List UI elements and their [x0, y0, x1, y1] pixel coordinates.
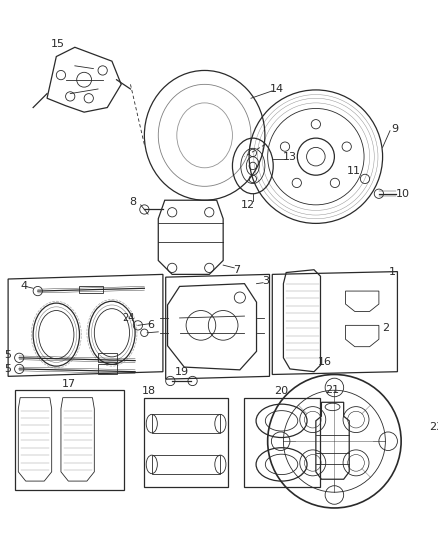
- Text: 11: 11: [347, 166, 361, 176]
- Text: 8: 8: [130, 197, 137, 207]
- Text: 10: 10: [396, 189, 410, 199]
- Text: 16: 16: [318, 358, 332, 367]
- Text: 5: 5: [5, 350, 12, 360]
- Text: 3: 3: [262, 276, 269, 286]
- Text: 5: 5: [5, 364, 12, 374]
- Text: 15: 15: [51, 39, 65, 50]
- Bar: [152, 455, 220, 474]
- Bar: [145, 398, 228, 487]
- Text: 14: 14: [270, 84, 284, 94]
- Bar: [79, 286, 102, 293]
- Text: 13: 13: [283, 152, 297, 161]
- Text: 17: 17: [62, 379, 76, 389]
- Text: 20: 20: [275, 386, 289, 396]
- Text: 7: 7: [233, 265, 240, 274]
- Text: 24: 24: [123, 313, 135, 323]
- Text: 1: 1: [389, 266, 396, 277]
- Bar: [98, 364, 117, 374]
- Text: 2: 2: [382, 323, 389, 333]
- Text: 18: 18: [142, 386, 156, 396]
- Text: 21: 21: [325, 385, 339, 395]
- Text: 6: 6: [147, 320, 154, 330]
- Text: 9: 9: [391, 124, 398, 134]
- Bar: [152, 414, 220, 433]
- Text: 23: 23: [429, 422, 438, 432]
- Bar: [98, 353, 117, 362]
- Text: 19: 19: [174, 367, 188, 377]
- Text: 12: 12: [241, 200, 255, 210]
- Bar: [14, 390, 124, 490]
- Text: 4: 4: [20, 281, 28, 292]
- Bar: [244, 398, 320, 487]
